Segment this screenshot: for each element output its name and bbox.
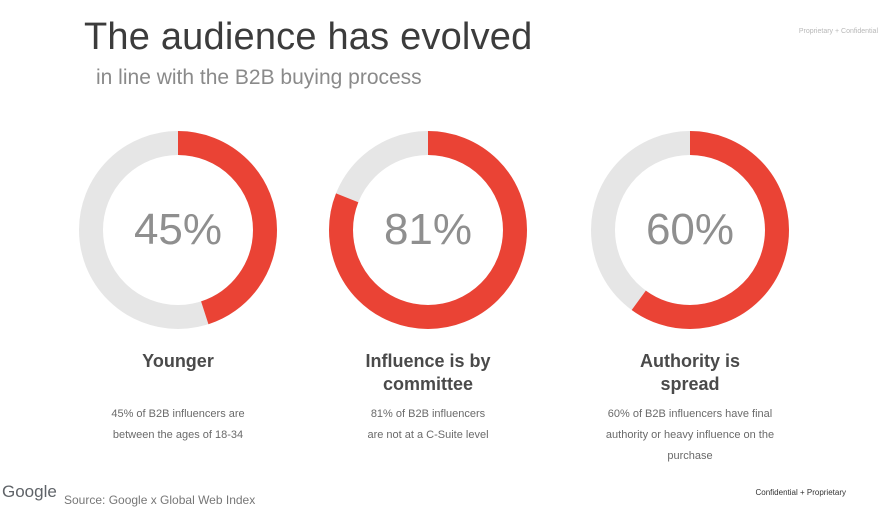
stat-description-committee: 81% of B2B influencers are not at a C-Su… [367, 408, 489, 441]
percent-label-authority: 60% [645, 205, 735, 254]
donut-arc-authority [591, 131, 789, 329]
page-title: The audience has evolved [84, 16, 533, 58]
donut-chart-authority [590, 130, 790, 330]
donut-arc-committee [329, 131, 527, 329]
confidential-tag-top: Proprietary + Confidential [798, 28, 878, 35]
confidential-tag-bottom: Confidential + Proprietary [755, 488, 847, 497]
google-logo: Google [2, 482, 57, 501]
donut-arc-younger [79, 131, 277, 329]
page-subtitle: in line with the B2B buying process [96, 66, 422, 89]
stat-heading-committee: Influence is by committee [365, 351, 491, 394]
stat-heading-younger: Younger [142, 351, 214, 371]
donut-chart-committee [328, 130, 528, 330]
stat-description-younger: 45% of B2B influencers are between the a… [111, 408, 245, 441]
donut-chart-younger [78, 130, 278, 330]
donut-svg-committee [329, 131, 527, 329]
percent-label-committee: 81% [383, 205, 473, 254]
source-note: Source: Google x Global Web Index [64, 493, 256, 507]
percent-label-younger: 45% [133, 205, 223, 254]
donut-svg-authority [591, 131, 789, 329]
stat-heading-authority: Authority is spread [639, 351, 740, 394]
donut-svg-younger [79, 131, 277, 329]
stat-description-authority: 60% of B2B influencers have final author… [605, 408, 775, 462]
